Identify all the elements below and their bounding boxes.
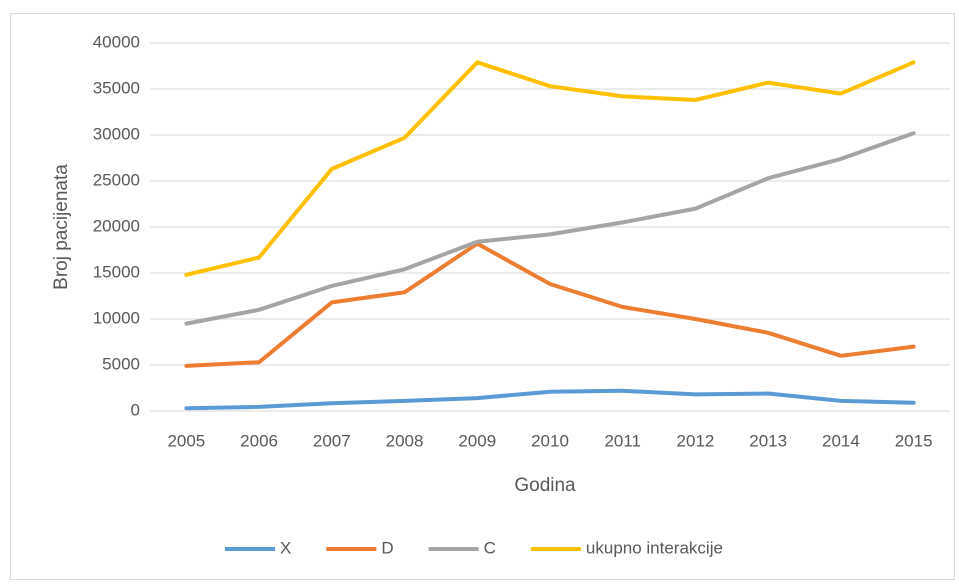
y-tick-label: 30000 [93, 124, 140, 143]
y-axis-label: Broj pacijenata [51, 164, 72, 290]
x-tick-label: 2010 [531, 431, 569, 450]
x-tick-label: 2011 [604, 431, 641, 450]
x-tick-label: 2015 [895, 431, 933, 450]
x-tick-label: 2008 [386, 431, 424, 450]
legend-label: C [484, 538, 496, 557]
x-tick-label: 2014 [822, 431, 860, 450]
legend-label: ukupno interakcije [586, 538, 723, 557]
series-line [184, 388, 916, 411]
y-tick-label: 40000 [93, 32, 140, 51]
x-tick-label: 2007 [313, 431, 351, 450]
series-line [184, 131, 916, 326]
y-tick-label: 35000 [93, 78, 140, 97]
legend-label: D [381, 538, 393, 557]
y-tick-label: 10000 [93, 308, 140, 327]
y-tick-label: 0 [131, 400, 140, 419]
x-tick-label: 2006 [240, 431, 278, 450]
y-tick-label: 15000 [93, 262, 140, 281]
legend-label: X [280, 538, 291, 557]
x-tick-label: 2009 [458, 431, 496, 450]
y-tick-label: 20000 [93, 216, 140, 235]
x-axis-label: Godina [514, 475, 576, 496]
chart-border [10, 13, 955, 580]
y-tick-label: 25000 [93, 170, 140, 189]
series-line [184, 60, 916, 277]
x-tick-label: 2013 [749, 431, 787, 450]
y-tick-label: 5000 [102, 354, 140, 373]
x-tick-label: 2012 [677, 431, 715, 450]
series-line [184, 241, 916, 368]
x-tick-label: 2005 [167, 431, 205, 450]
